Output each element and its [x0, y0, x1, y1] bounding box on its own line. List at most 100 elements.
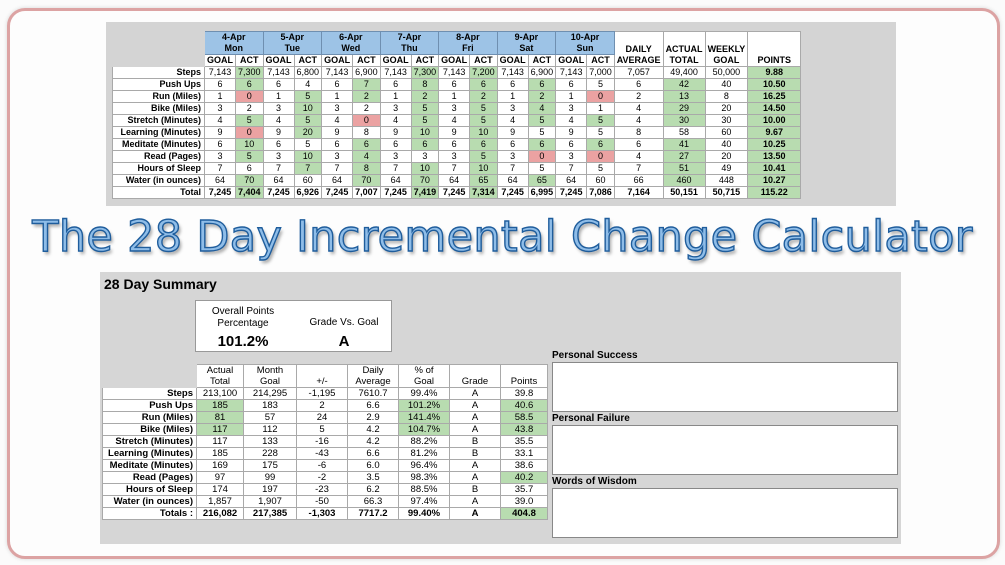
summary-cell: 183 [243, 399, 297, 412]
act-cell: 5 [586, 78, 615, 91]
summary-cell: 88.2% [398, 435, 450, 448]
goal-cell: 4 [438, 114, 471, 127]
act-cell: 0 [235, 126, 264, 139]
day-name: Thu [401, 43, 418, 53]
summary-cell: 1,857 [196, 495, 244, 508]
summary-cell: 57 [243, 411, 297, 424]
summary-cell: 35.5 [500, 435, 548, 448]
points-cell: 9.88 [747, 66, 802, 79]
summary-sheet: 28 Day Summary Overall Points Percentage… [100, 272, 901, 544]
act-cell: 65 [527, 174, 557, 187]
goal-cell: 64 [262, 174, 295, 187]
total-goal-cell: 7,245 [204, 186, 236, 199]
summary-col-header: Grade [449, 364, 501, 388]
goal-cell: 3 [379, 150, 412, 163]
summary-col-header: Points [500, 364, 548, 388]
weekly-goal-label-line2: GOAL [713, 55, 740, 65]
act-cell: 70 [352, 174, 381, 187]
header-line2: Goal [259, 376, 281, 387]
summary-cell: A [449, 387, 501, 400]
summary-cell: 6.0 [347, 459, 399, 472]
act-cell: 5 [410, 114, 440, 127]
goal-cell: 9 [379, 126, 412, 139]
summary-col-header: ACTUAL TOTAL [662, 31, 706, 67]
overall-points-box: Overall Points Percentage 101.2% Grade V… [195, 300, 392, 352]
table-row: Water (in ounces) 64 70 64 60 64 70 64 70 64 65 64 6… [112, 174, 802, 187]
act-cell: 10 [410, 126, 440, 139]
daily-average-cell: 66 [613, 174, 664, 187]
summary-cell: -16 [296, 435, 348, 448]
day-date: 5-Apr [280, 32, 305, 42]
daily-average-cell: 4 [613, 150, 664, 163]
weekly-goal-cell: 40 [704, 138, 749, 151]
act-cell: 10 [469, 126, 498, 139]
summary-cell: B [449, 435, 501, 448]
goal-cell: 1 [204, 90, 236, 103]
act-cell: 3 [410, 150, 440, 163]
total-goal-cell: 7,245 [379, 186, 412, 199]
summary-col-header: DAILY AVERAGE [613, 31, 664, 67]
summary-cell: 38.6 [500, 459, 548, 472]
act-cell: 4 [293, 78, 323, 91]
summary-cell: 1,907 [243, 495, 297, 508]
act-cell: 2 [469, 90, 498, 103]
total-act-cell: 7,419 [410, 186, 440, 199]
total-goal-cell: 7,245 [438, 186, 471, 199]
summary-cell: 99.4% [398, 387, 450, 400]
actual-total-label-line1: ACTUAL [665, 44, 703, 54]
total-label: Total [112, 186, 205, 199]
table-row: Bike (Miles) 3 2 3 10 3 2 3 5 3 5 3 4 3 1 4 29 20 14.50 [112, 102, 802, 115]
goal-cell: 7,143 [321, 66, 354, 79]
words-of-wisdom-field[interactable] [552, 488, 898, 538]
summary-cell: 133 [243, 435, 297, 448]
summary-cell: 97 [196, 471, 244, 484]
points-header: POINTS [747, 31, 802, 67]
act-cell: 6,900 [352, 66, 381, 79]
personal-success-field[interactable] [552, 362, 898, 412]
act-cell: 0 [352, 114, 381, 127]
act-cell: 60 [293, 174, 323, 187]
goal-cell: 7 [379, 162, 412, 175]
goal-cell: 3 [204, 150, 236, 163]
day-date: 10-Apr [570, 32, 600, 42]
words-of-wisdom-label: Words of Wisdom [552, 476, 637, 487]
act-cell: 6 [235, 78, 264, 91]
act-cell: 2 [352, 102, 381, 115]
act-cell: 5 [235, 114, 264, 127]
act-cell: 0 [586, 90, 615, 103]
personal-failure-field[interactable] [552, 425, 898, 475]
row-label: Hours of Sleep [102, 483, 197, 496]
goal-cell: 1 [438, 90, 471, 103]
goal-cell: 64 [555, 174, 588, 187]
row-label: Stretch (Minutes) [102, 435, 197, 448]
goal-cell: 6 [496, 78, 529, 91]
row-label: Steps [112, 66, 205, 79]
goal-cell: 9 [555, 126, 588, 139]
act-cell: 5 [586, 162, 615, 175]
goal-cell: 6 [321, 78, 354, 91]
act-cell: 7,200 [469, 66, 498, 79]
total-row: Total 7,245 7,404 7,245 6,926 7,245 7,007 7,245… [112, 186, 802, 199]
summary-col-header: Actual Total [196, 364, 244, 388]
goal-cell: 3 [555, 102, 588, 115]
header-line2: Goal [413, 376, 435, 387]
act-cell: 0 [527, 150, 557, 163]
goal-cell: 3 [204, 102, 236, 115]
summary-cell: 33.1 [500, 447, 548, 460]
goal-cell: 3 [262, 150, 295, 163]
act-cell: 0 [235, 90, 264, 103]
points-cell: 16.25 [747, 90, 802, 103]
day-header: 4-Apr Mon [204, 31, 264, 55]
day-header: 9-Apr Sat [496, 31, 557, 55]
summary-cell: 174 [196, 483, 244, 496]
actual-total-cell: 29 [662, 102, 706, 115]
table-row: Learning (Minutes) 9 0 9 20 9 8 9 10 9 10 9 5 9 5 8 58 60… [112, 126, 802, 139]
points-cell: 10.27 [747, 174, 802, 187]
actual-total-cell: 13 [662, 90, 706, 103]
weekly-goal-cell: 50,000 [704, 66, 749, 79]
act-cell: 10 [293, 102, 323, 115]
corner-cell-2 [112, 54, 205, 67]
summary-cell: 39.8 [500, 387, 548, 400]
table-row: Stretch (Minutes) 4 5 4 5 4 0 4 5 4 5 4 5 4 5 4 30 30 10.0… [112, 114, 802, 127]
goal-cell: 6 [262, 138, 295, 151]
